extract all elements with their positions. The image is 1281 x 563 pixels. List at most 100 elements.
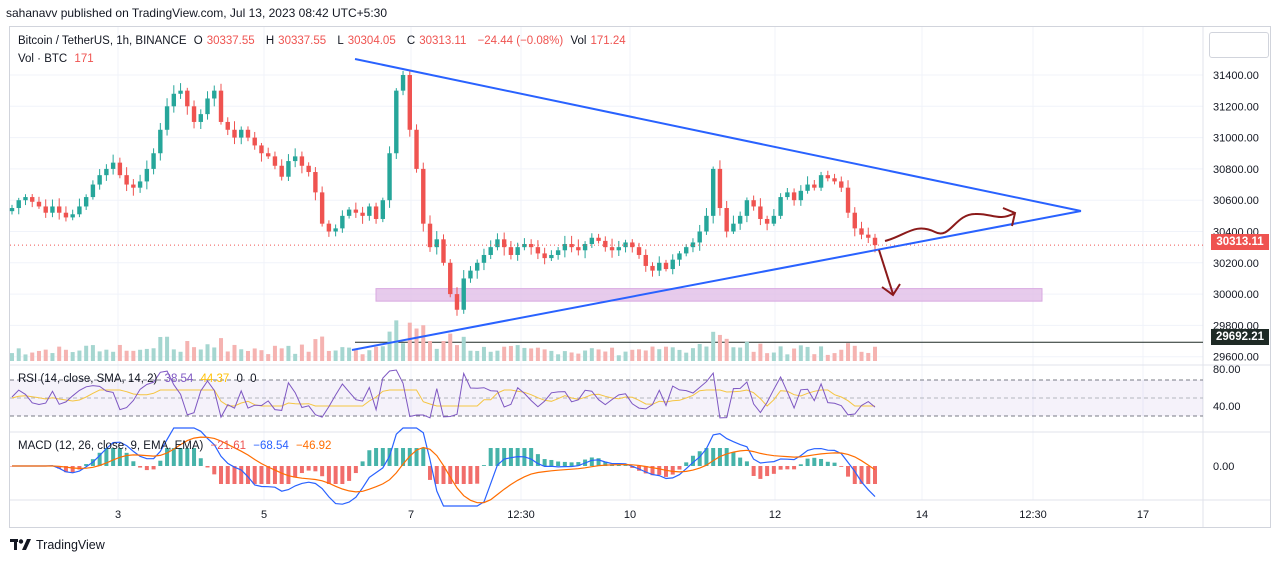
- macd-histogram-bar: [77, 466, 82, 470]
- volume-legend[interactable]: Vol · BTC 171: [18, 53, 98, 65]
- candle-body: [825, 175, 831, 179]
- macd-histogram-bar: [603, 461, 608, 466]
- volume-bar: [542, 349, 547, 361]
- macd-signal-line: [12, 436, 876, 504]
- tradingview-brand[interactable]: TradingView: [10, 538, 105, 552]
- volume-bar: [158, 336, 163, 361]
- candle-body: [245, 129, 251, 138]
- high-value: 30337.55: [278, 35, 327, 47]
- volume-bar: [670, 347, 675, 361]
- macd-histogram-bar: [852, 466, 857, 484]
- volume-bar: [124, 350, 129, 361]
- candle-body: [239, 129, 244, 138]
- candle-body: [609, 247, 615, 251]
- volume-bar: [805, 346, 810, 361]
- candle-body: [427, 223, 433, 248]
- macd-histogram-bar: [677, 466, 682, 470]
- candle-body: [697, 231, 702, 243]
- change-value: −24.44 (−0.08%): [477, 35, 564, 47]
- open-label: O: [193, 35, 203, 47]
- symbol-name[interactable]: Bitcoin / TetherUS, 1h, BINANCE: [18, 35, 187, 47]
- volume-bar: [43, 349, 48, 361]
- volume-bar: [245, 350, 250, 361]
- macd-histogram-bar: [697, 451, 702, 466]
- candle-body: [50, 206, 55, 213]
- macd-histogram-bar: [333, 466, 338, 484]
- candle-body: [778, 197, 783, 216]
- candle-body: [205, 98, 210, 115]
- volume-bar: [832, 353, 837, 361]
- candle-body: [589, 237, 595, 245]
- macd-histogram-bar: [353, 466, 358, 474]
- macd-histogram-bar: [293, 466, 298, 478]
- volume-bar: [266, 354, 271, 361]
- candle-body: [684, 247, 689, 254]
- candle-body: [326, 223, 332, 232]
- close-label: C: [406, 35, 416, 47]
- macd-histogram-bar: [252, 466, 257, 484]
- symbol-legend: Bitcoin / TetherUS, 1h, BINANCE O 30337.5…: [18, 35, 634, 47]
- macd-histogram-bar: [360, 461, 365, 466]
- macd-histogram-bar: [84, 464, 89, 466]
- price-tick-label: 30600.00: [1213, 195, 1259, 207]
- volume-bar: [576, 353, 581, 361]
- candle-body: [434, 239, 439, 248]
- chart-control-button[interactable]: [1209, 32, 1269, 58]
- volume-bar: [852, 345, 857, 361]
- candle-body: [616, 247, 621, 251]
- candle-body: [9, 208, 15, 212]
- volume-bar: [286, 345, 291, 361]
- candle-body: [178, 90, 183, 94]
- chart-frame[interactable]: [9, 26, 1271, 528]
- candle-body: [292, 156, 298, 162]
- volume-bar: [697, 343, 702, 361]
- candle-body: [744, 200, 750, 216]
- macd-histogram-bar: [576, 462, 581, 466]
- time-tick-label: 3: [115, 509, 121, 521]
- volume-bar: [663, 346, 668, 361]
- volume-bar: [421, 325, 426, 361]
- macd-histogram-bar: [461, 466, 466, 484]
- macd-histogram-bar: [158, 460, 163, 466]
- time-tick-label: 12: [769, 509, 781, 521]
- macd-histogram-bar: [374, 448, 379, 466]
- macd-histogram-bar: [556, 461, 561, 466]
- macd-histogram-bar: [326, 466, 331, 484]
- rsi-legend[interactable]: RSI (14, close, SMA, 14, 2) 38.54 44.37 …: [18, 373, 261, 385]
- macd-histogram-bar: [131, 461, 136, 466]
- volume-bar: [178, 351, 183, 361]
- candle-body: [852, 212, 857, 229]
- volume-bar: [468, 350, 473, 361]
- volume-bar: [792, 348, 797, 361]
- macd-histogram-bar: [475, 466, 480, 484]
- macd-histogram-bar: [192, 448, 197, 466]
- macd-histogram-bar: [259, 466, 264, 484]
- macd-histogram-bar: [111, 448, 116, 466]
- macd-histogram-bar: [165, 448, 170, 466]
- macd-histogram-bar: [873, 466, 877, 484]
- macd-histogram-bar: [414, 448, 419, 466]
- volume-bar: [529, 348, 534, 361]
- price-tick-label: 30800.00: [1213, 164, 1259, 176]
- candle-body: [596, 237, 601, 241]
- candle-body: [286, 161, 291, 177]
- macd-histogram-bar: [481, 465, 486, 466]
- candle-body: [198, 114, 203, 122]
- macd-legend[interactable]: MACD (12, 26, close, 9, EMA, EMA) −21.61…: [18, 440, 335, 452]
- volume-bar: [401, 343, 406, 361]
- macd-histogram-bar: [623, 465, 628, 466]
- low-value: 30304.05: [347, 35, 396, 47]
- time-tick-label: 5: [261, 509, 267, 521]
- rsi-v4: 0: [250, 373, 257, 385]
- candle-body: [421, 168, 426, 224]
- macd-histogram-bar: [792, 466, 797, 470]
- volume-bar: [225, 351, 230, 361]
- volume-bar: [151, 348, 156, 361]
- rsi-sma-value: 44.37: [200, 373, 230, 385]
- candle-body: [83, 197, 89, 207]
- macd-histogram-bar: [819, 458, 824, 466]
- candle-body: [866, 234, 871, 238]
- volume-bar: [461, 336, 466, 361]
- candle-body: [832, 178, 837, 182]
